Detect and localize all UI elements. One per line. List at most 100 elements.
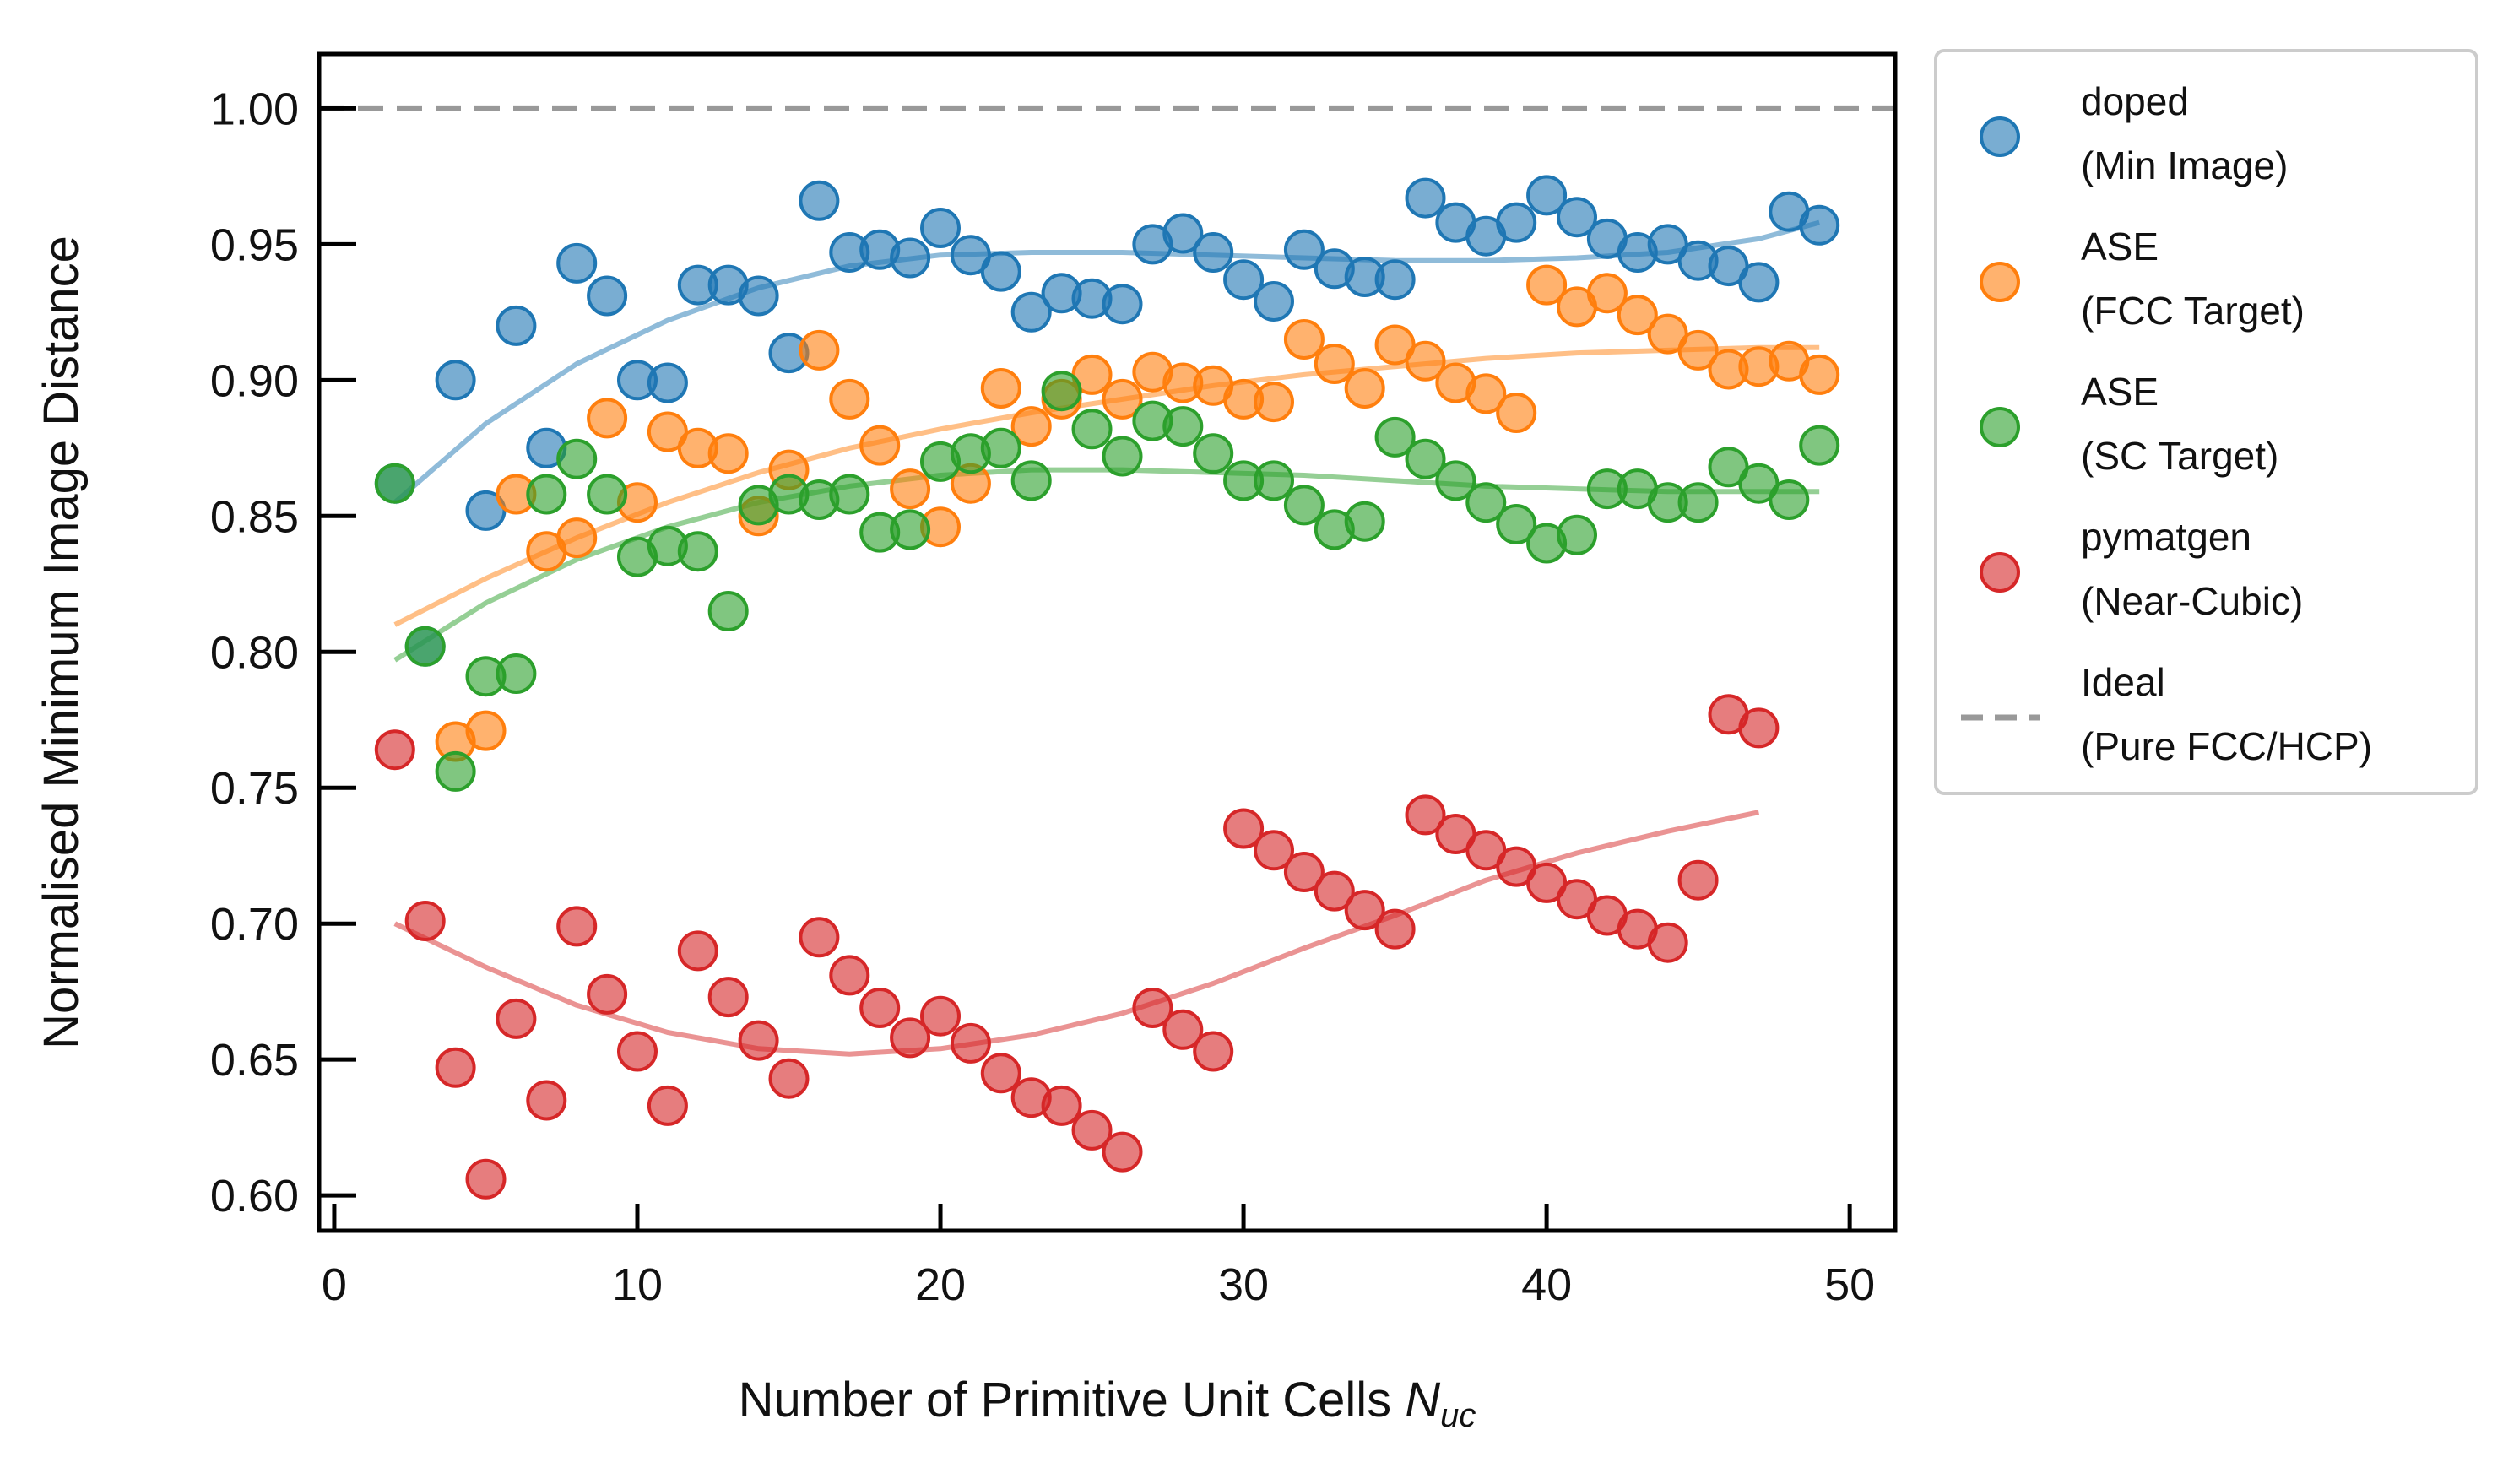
data-point [1374,416,1416,458]
data-point [1677,329,1719,371]
data-point [738,275,779,317]
y-axis-label: Normalised Minimum Image Distance [34,236,89,1049]
y-tick-label: 0.80 [210,627,299,678]
legend-label: pymatgen [2081,515,2251,559]
y-tick-label: 0.70 [210,899,299,950]
x-axis-label-subscript: uc [1440,1397,1476,1434]
legend-box [1934,49,2478,795]
data-point [404,626,446,667]
data-point [1193,433,1234,474]
data-point [768,1058,810,1099]
data-point [1102,1131,1143,1173]
data-point [1496,202,1537,243]
data-point [1586,273,1628,314]
x-axis-label: Number of Primitive Unit Cells Nuc [739,1373,1476,1434]
legend-sublabel: (SC Target) [2081,434,2278,478]
legend-sublabel: (Near-Cubic) [2081,579,2303,623]
data-point [1465,482,1507,523]
data-point [1223,259,1265,301]
data-point [1799,354,1840,395]
data-point [799,329,840,371]
x-tick-label: 0 [322,1259,347,1310]
data-point [1799,425,1840,466]
y-tick-label: 0.85 [210,491,299,542]
x-tick-label: 20 [915,1259,966,1310]
y-tick-label: 1.00 [210,84,299,134]
data-point [1314,344,1355,384]
data-point [1102,378,1143,420]
data-point [1557,197,1597,238]
scatter-series-1 [435,264,1840,762]
data-point [829,378,870,420]
y-tick-label: 0.75 [210,763,299,814]
data-point [1010,460,1052,501]
data-point [496,305,537,346]
data-point [1162,1009,1204,1050]
data-point [1102,436,1143,477]
legend-label: ASE [2081,370,2159,414]
data-point [799,180,840,221]
legend-entry-2: ASE (SC Target) [1980,370,2278,478]
data-point [890,237,931,279]
data-point [435,750,476,792]
data-point [374,729,415,771]
x-tick-label: 50 [1824,1259,1875,1310]
data-point [1254,281,1294,322]
data-point [404,901,446,941]
data-point [1010,291,1052,333]
data-point [435,360,476,401]
legend-entry-0: doped (Min Image) [1980,79,2288,187]
data-point [556,906,598,947]
scatter-series-3 [374,694,1780,1200]
x-tick-label: 30 [1218,1259,1269,1310]
data-point [738,1020,779,1061]
data-point [1799,204,1840,246]
data-point [1223,808,1265,849]
data-point [890,1017,931,1059]
y-tick-label: 0.90 [210,355,299,406]
data-point [1254,382,1294,423]
data-point [1677,859,1719,901]
plot-frame [317,51,1898,1233]
data-point [556,438,598,479]
data-point [435,1047,476,1088]
data-point [1162,213,1204,254]
data-point [859,425,901,466]
legend-marker [1980,407,2020,447]
data-point [1374,259,1416,301]
data-point [980,427,1021,468]
x-tick-label: 40 [1521,1259,1572,1310]
legend-label: doped [2081,79,2189,123]
data-point [465,1158,507,1200]
data-point [587,973,628,1015]
legend-entry-3: pymatgen (Near-Cubic) [1980,515,2303,623]
data-point [920,208,961,248]
scatter-series-0 [374,175,1840,667]
data-point [526,1080,567,1121]
data-point [1071,409,1113,450]
data-point [1405,794,1446,836]
data-point [1314,870,1355,912]
data-point [1496,504,1537,544]
data-point [1435,460,1476,501]
legend-sublabel: (Pure FCC/HCP) [2081,724,2372,768]
data-point [374,463,415,504]
data-point [1405,177,1446,219]
data-point [1071,1109,1113,1151]
data-point [1344,368,1385,409]
data-point [859,988,901,1028]
data-point [677,930,718,972]
y-axis: 0.60 0.65 0.70 0.75 0.80 0.85 0.90 0.95 1.00 [210,84,356,1221]
data-point [1617,295,1658,336]
data-point [890,509,931,550]
data-point [556,242,598,284]
data-point [707,977,749,1018]
data-point [1405,340,1446,382]
y-tick-label: 0.65 [210,1035,299,1086]
legend-label: ASE [2081,225,2159,268]
data-point [587,474,628,515]
legend-sublabel: (FCC Target) [2081,289,2305,333]
y-tick-label: 0.60 [210,1171,299,1221]
fit-line-series-3 [393,810,1760,1057]
